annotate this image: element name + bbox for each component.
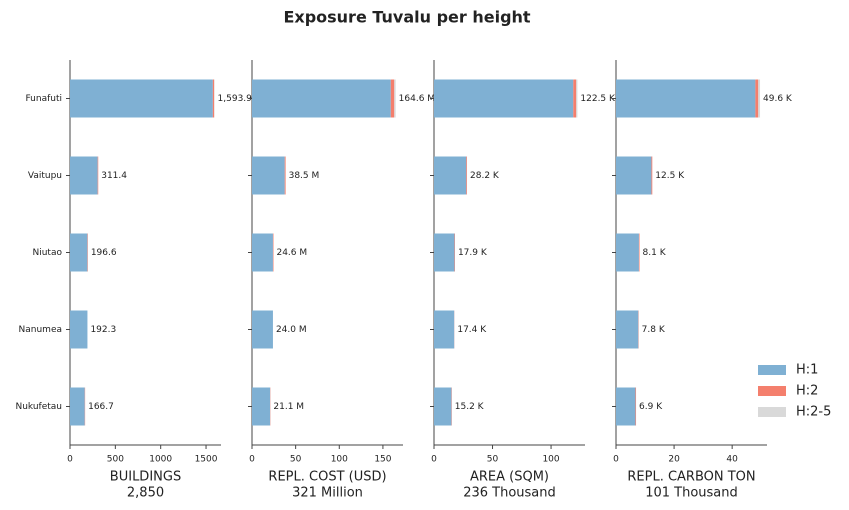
bar-segment (212, 79, 215, 118)
bar-segment (616, 310, 639, 349)
bar-segment (70, 233, 88, 272)
legend-swatch (758, 365, 786, 375)
bar-segment (573, 79, 577, 118)
x-axis-note: 2,850 (127, 486, 164, 501)
bar-segment (252, 387, 271, 426)
x-tick-label: 40 (726, 455, 738, 465)
x-tick-label: 0 (249, 455, 255, 465)
bar-segment (635, 387, 637, 426)
x-axis-note: 236 Thousand (463, 486, 556, 501)
x-tick-label: 100 (331, 455, 348, 465)
bar-segment (390, 79, 395, 118)
value-label: 38.5 M (289, 171, 320, 181)
x-axis-note: 321 Million (292, 486, 363, 501)
bar-segment (466, 156, 468, 195)
bar-segment (70, 310, 88, 349)
value-label: 17.4 K (457, 325, 487, 335)
bar-segment (616, 387, 636, 426)
value-label: 6.9 K (639, 402, 663, 412)
value-label: 192.3 (90, 325, 116, 335)
bar-segment (434, 387, 452, 426)
bar-segment (70, 387, 85, 426)
bar-segment (638, 233, 640, 272)
x-tick-label: 50 (290, 455, 302, 465)
bar-segment (252, 233, 273, 272)
value-label: 1,593.9 (218, 94, 253, 104)
bar-segment (272, 233, 274, 272)
value-label: 28.2 K (470, 171, 500, 181)
bar-segment (70, 79, 213, 118)
bar-segment (434, 233, 455, 272)
value-label: 17.9 K (458, 248, 488, 258)
bar-segment (616, 79, 756, 118)
bar-segment (755, 79, 759, 118)
bar-segment (284, 156, 286, 195)
y-tick-label: Vaitupu (28, 171, 62, 181)
x-tick-label: 0 (431, 455, 437, 465)
legend-label: H:2 (796, 384, 818, 399)
x-tick-label: 500 (107, 455, 124, 465)
value-label: 21.1 M (273, 402, 304, 412)
y-tick-label: Nukufetau (15, 402, 62, 412)
bar-segment (616, 156, 652, 195)
bar-segment (758, 79, 761, 118)
value-label: 164.6 M (399, 94, 435, 104)
value-label: 311.4 (101, 171, 127, 181)
bar-segment (434, 79, 574, 118)
bar-segment (434, 310, 455, 349)
bar-segment (434, 156, 467, 195)
x-axis-label: BUILDINGS (110, 470, 181, 485)
value-label: 8.1 K (643, 248, 667, 258)
chart-title: Exposure Tuvalu per height (283, 8, 530, 27)
value-label: 166.7 (88, 402, 114, 412)
x-axis-label: REPL. COST (USD) (268, 470, 386, 485)
value-label: 7.8 K (642, 325, 666, 335)
x-tick-label: 0 (613, 455, 619, 465)
x-axis-label: REPL. CARBON TON (627, 470, 755, 485)
x-tick-label: 0 (67, 455, 73, 465)
x-tick-label: 100 (542, 455, 559, 465)
x-tick-label: 20 (668, 455, 680, 465)
y-tick-label: Funafuti (25, 94, 62, 104)
value-label: 196.6 (91, 248, 117, 258)
bar-segment (252, 156, 285, 195)
value-label: 24.6 M (276, 248, 307, 258)
x-axis-note: 101 Thousand (645, 486, 738, 501)
value-label: 49.6 K (763, 94, 793, 104)
x-tick-label: 50 (487, 455, 499, 465)
value-label: 122.5 K (580, 94, 616, 104)
bar-segment (616, 233, 639, 272)
legend-swatch (758, 386, 786, 396)
bar-segment (394, 79, 396, 118)
y-tick-label: Nanumea (19, 325, 62, 335)
x-axis-label: AREA (SQM) (470, 470, 549, 485)
legend-label: H:2-5 (796, 405, 831, 420)
bar-segment (576, 79, 578, 118)
x-tick-label: 1000 (149, 455, 172, 465)
legend-swatch (758, 407, 786, 417)
value-label: 24.0 M (276, 325, 307, 335)
value-label: 15.2 K (455, 402, 485, 412)
bar-segment (252, 310, 273, 349)
x-tick-label: 1500 (195, 455, 218, 465)
bar-segment (651, 156, 653, 195)
y-tick-label: Niutao (33, 248, 63, 258)
bar-segment (70, 156, 98, 195)
bar-segment (97, 156, 99, 195)
x-tick-label: 150 (374, 455, 391, 465)
value-label: 12.5 K (655, 171, 685, 181)
legend-label: H:1 (796, 363, 818, 378)
bar-segment (252, 79, 391, 118)
